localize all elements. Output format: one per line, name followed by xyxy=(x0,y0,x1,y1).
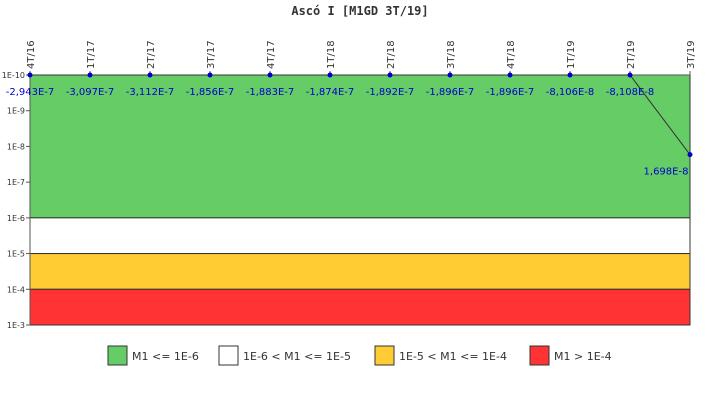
y-tick-label: 1E-9 xyxy=(7,107,25,116)
band-2 xyxy=(29,253,691,290)
data-point xyxy=(447,72,453,78)
legend-label: M1 > 1E-4 xyxy=(554,350,612,363)
data-point xyxy=(687,152,693,158)
legend-label: 1E-6 < M1 <= 1E-5 xyxy=(243,350,351,363)
data-point xyxy=(387,72,393,78)
legend-swatch xyxy=(107,345,128,366)
x-tick-label: 3T/19 xyxy=(686,40,697,69)
x-tick-label: 4T/18 xyxy=(506,40,517,69)
threshold-bands xyxy=(29,74,691,326)
x-tick-label: 4T/16 xyxy=(26,40,37,69)
x-tick-label: 1T/18 xyxy=(326,40,337,69)
y-tick-label: 1E-4 xyxy=(7,285,25,294)
data-label: 1,698E-8 xyxy=(644,167,689,178)
x-tick-label: 4T/17 xyxy=(266,40,277,69)
legend: M1 <= 1E-6 1E-6 < M1 <= 1E-5 1E-5 < M1 <= … xyxy=(107,345,612,366)
chart-title: Ascó I [M1GD 3T/19] xyxy=(291,4,428,18)
x-tick-label: 3T/17 xyxy=(206,40,217,69)
x-tick-label: 2T/19 xyxy=(626,40,637,69)
data-label: -1,896E-7 xyxy=(426,87,475,98)
data-label: -8,106E-8 xyxy=(546,87,595,98)
data-label: -1,883E-7 xyxy=(246,87,295,98)
x-tick-label: 2T/18 xyxy=(386,40,397,69)
y-tick-label: 1E-10 xyxy=(2,71,25,80)
series: -2,943E-7 -3,097E-7 -3,112E-7 -1,856E-7 -1,8… xyxy=(6,72,693,178)
y-tick-label: 1E-8 xyxy=(7,142,25,151)
y-tick-label: 1E-5 xyxy=(7,250,25,259)
data-point xyxy=(147,72,153,78)
band-0 xyxy=(29,74,691,219)
data-point xyxy=(327,72,333,78)
legend-swatch xyxy=(218,345,239,366)
x-tick-label: 3T/18 xyxy=(446,40,457,69)
x-tick-label: 1T/17 xyxy=(86,40,97,69)
legend-swatch xyxy=(374,345,395,366)
data-label: -8,108E-8 xyxy=(606,87,655,98)
data-label: -3,097E-7 xyxy=(66,87,115,98)
y-tick-label: 1E-7 xyxy=(7,178,25,187)
data-label: -1,856E-7 xyxy=(186,87,235,98)
data-point xyxy=(267,72,273,78)
band-3 xyxy=(29,288,691,326)
data-label: -1,892E-7 xyxy=(366,87,415,98)
series-line xyxy=(30,74,691,155)
data-label: -3,112E-7 xyxy=(126,87,175,98)
data-point xyxy=(627,72,633,78)
data-label: -2,943E-7 xyxy=(6,87,55,98)
data-point xyxy=(87,72,93,78)
legend-label: M1 <= 1E-6 xyxy=(132,350,199,363)
data-label: -1,874E-7 xyxy=(306,87,355,98)
y-tick-label: 1E-6 xyxy=(7,214,25,223)
data-point xyxy=(27,72,33,78)
x-tick-label: 1T/19 xyxy=(566,40,577,69)
data-point xyxy=(507,72,513,78)
x-tick-label: 2T/17 xyxy=(146,40,157,69)
legend-swatch xyxy=(529,345,550,366)
legend-label: 1E-5 < M1 <= 1E-4 xyxy=(399,350,507,363)
y-tick-label: 1E-3 xyxy=(7,321,25,330)
band-1 xyxy=(29,217,691,255)
data-point xyxy=(207,72,213,78)
data-point xyxy=(567,72,573,78)
data-label: -1,896E-7 xyxy=(486,87,535,98)
